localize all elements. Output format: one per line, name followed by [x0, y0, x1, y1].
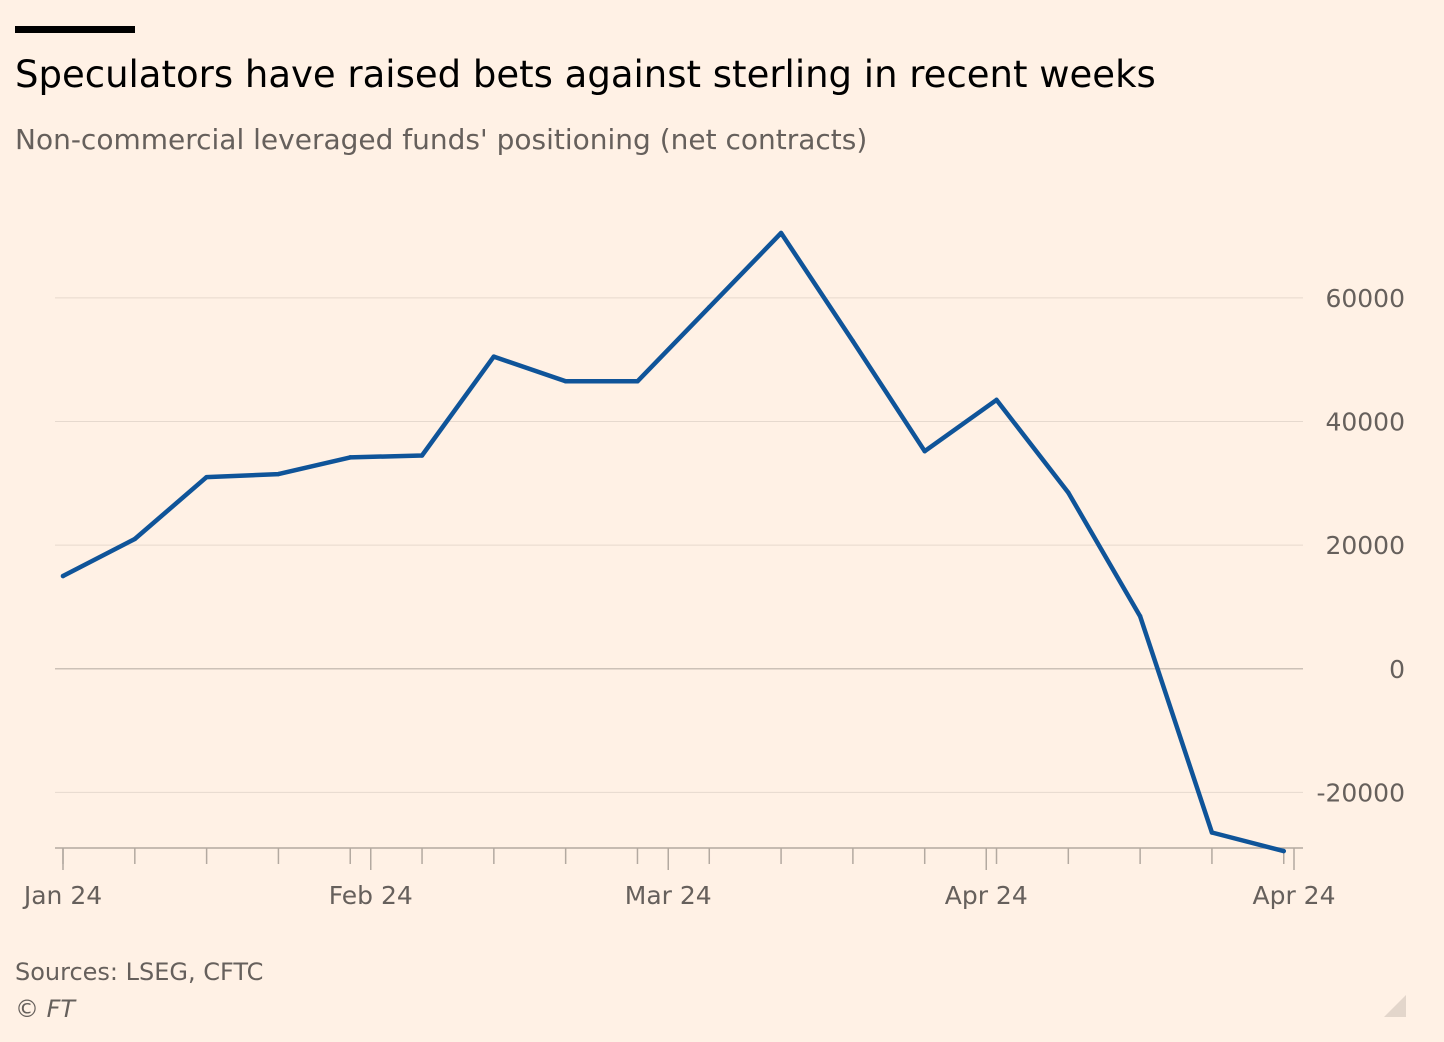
x-axis: Jan 24 Feb 24 Mar 24 Apr 24 Apr 24 [22, 847, 1336, 910]
data-point [60, 573, 66, 579]
data-point [1066, 490, 1071, 495]
series-line [60, 230, 1286, 854]
chart-subtitle: Non-commercial leveraged funds' position… [15, 123, 868, 156]
y-tick-label: 60000 [1325, 284, 1405, 313]
data-point [563, 379, 568, 384]
data-point [276, 471, 281, 477]
header-rule [15, 26, 135, 33]
chart-title: Speculators have raised bets against ste… [15, 53, 1156, 96]
data-point [491, 354, 497, 359]
y-axis-ticks: 60000 40000 20000 0 -20000 [1316, 284, 1405, 807]
series-layer [60, 230, 1286, 854]
data-point [850, 338, 856, 344]
resize-corner-icon[interactable] [1384, 995, 1406, 1017]
x-tick-label: Apr 24 [1252, 881, 1335, 910]
data-point [994, 397, 999, 403]
y-tick-label: 0 [1389, 655, 1405, 684]
y-tick-label: 40000 [1325, 408, 1405, 437]
data-point [1137, 614, 1143, 619]
x-tick-label: Mar 24 [625, 881, 712, 910]
data-point [922, 448, 927, 454]
gridlines [55, 297, 1303, 793]
data-point [132, 536, 138, 542]
y-tick-label: 20000 [1325, 531, 1405, 560]
x-tick-label: Apr 24 [945, 881, 1028, 910]
x-tick-label: Jan 24 [22, 881, 102, 910]
data-point [635, 379, 640, 384]
y-tick-label: -20000 [1316, 778, 1405, 807]
data-point [707, 304, 712, 310]
x-tick-label: Feb 24 [329, 881, 413, 910]
data-point [419, 453, 425, 458]
data-point [1209, 830, 1215, 835]
source-note: Sources: LSEG, CFTC [15, 958, 264, 986]
data-point [348, 455, 353, 460]
copyright-note: © FT [15, 995, 76, 1023]
data-point [204, 474, 209, 480]
data-point [778, 230, 784, 236]
data-point [1281, 848, 1286, 854]
